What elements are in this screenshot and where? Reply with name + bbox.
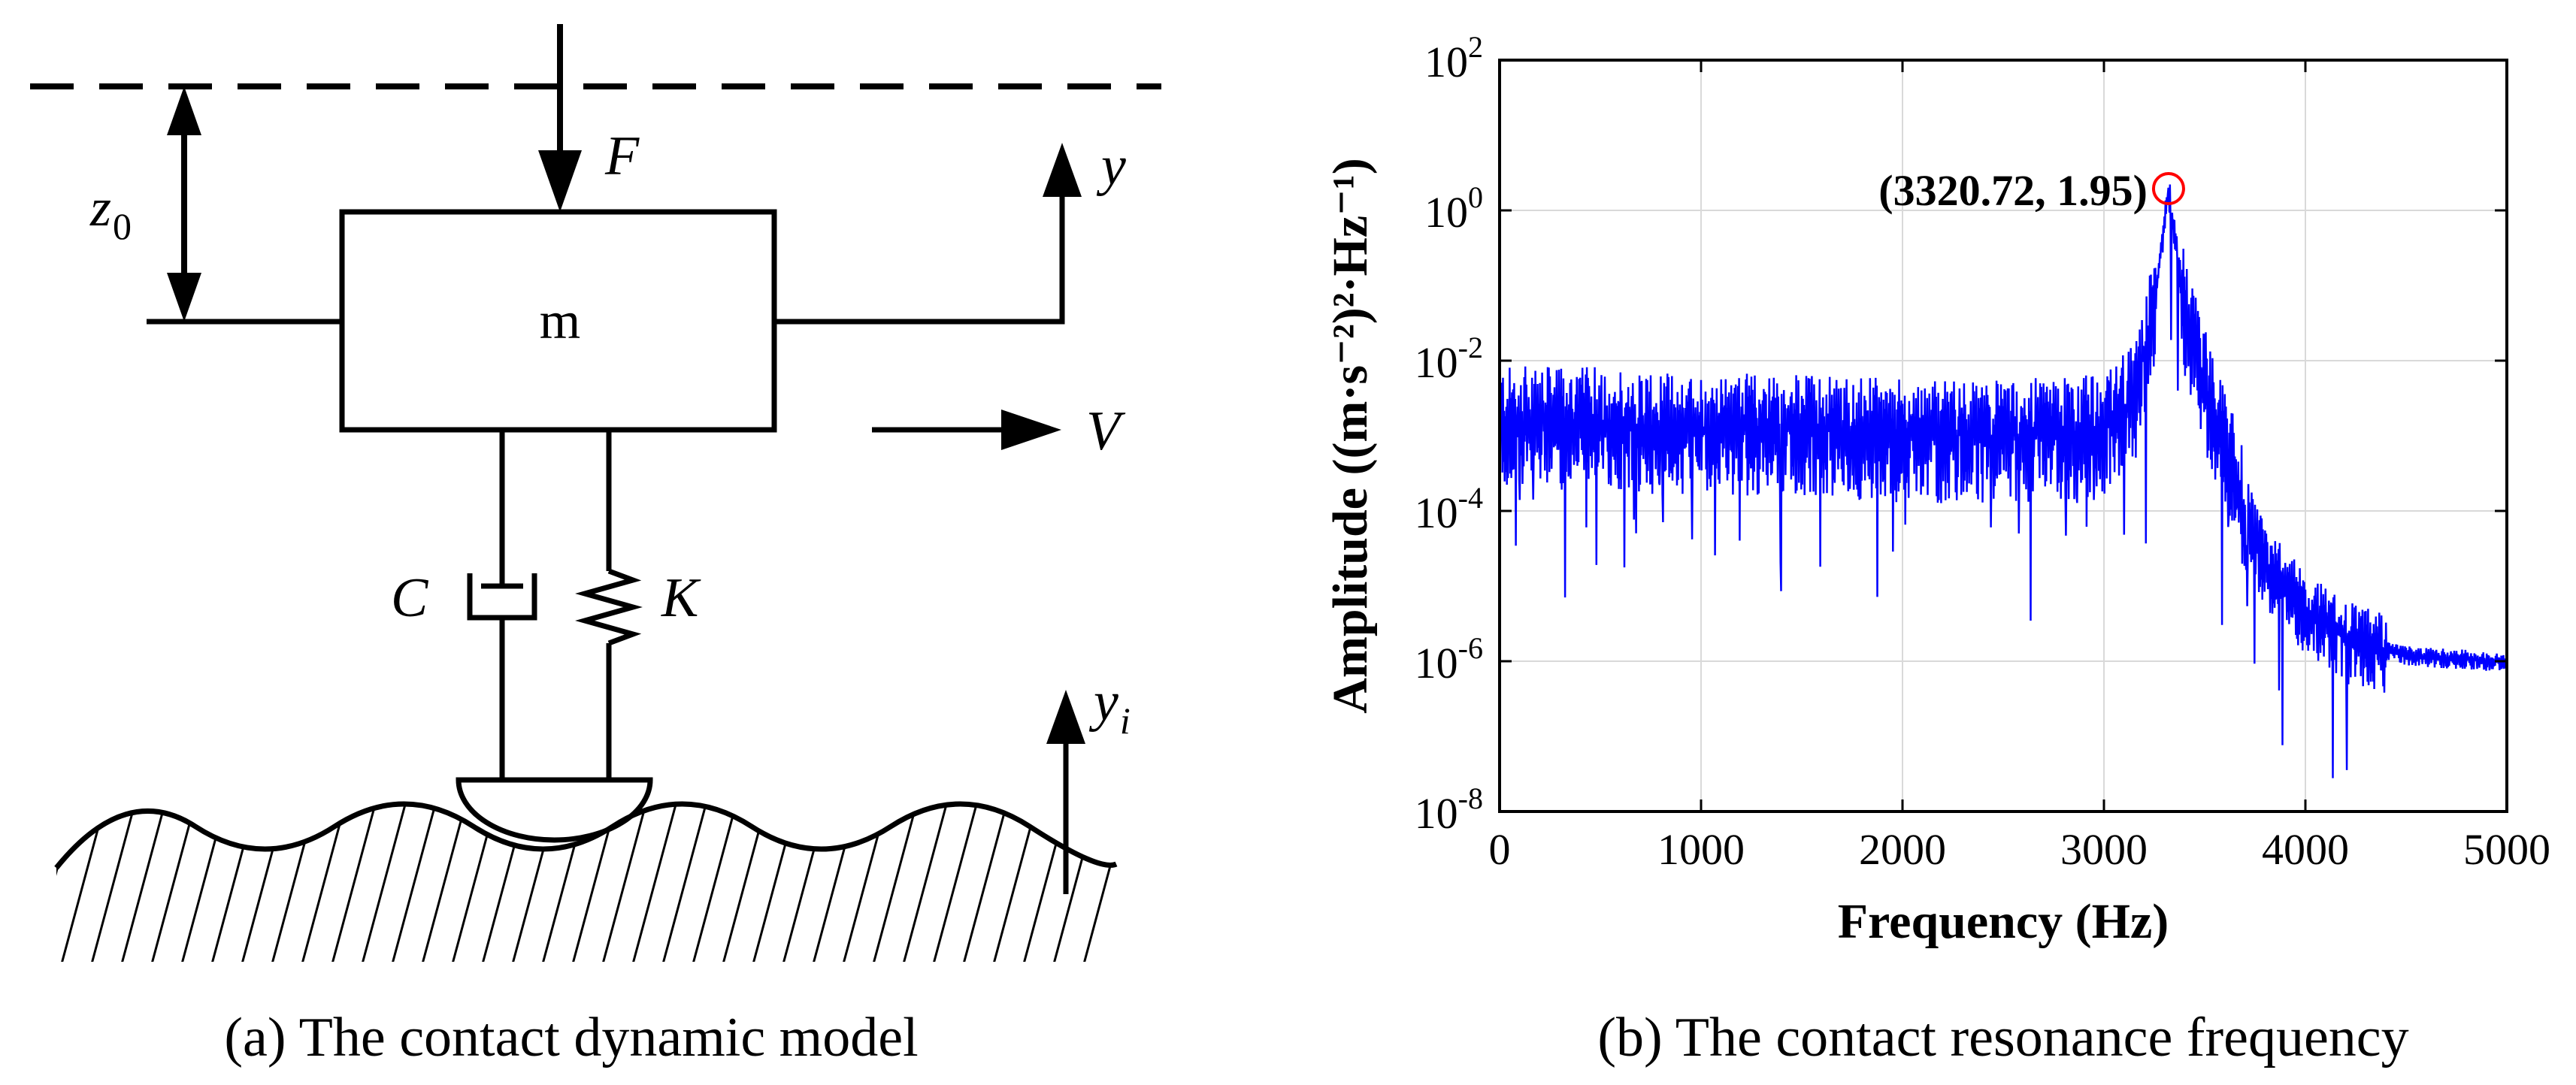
displacement-arrowhead (1043, 143, 1082, 197)
damper-label: C (391, 567, 429, 629)
caption-a: (a) The contact dynamic model (224, 1007, 918, 1068)
displacement-label: y (1096, 135, 1126, 197)
caption-b: (b) The contact resonance frequency (1597, 1007, 2408, 1068)
y-tick-base: 10 (1415, 488, 1458, 537)
y-tick-label: 10-8 (1415, 781, 1483, 838)
y-tick-base: 10 (1415, 639, 1458, 688)
z0-arrowhead-down (167, 273, 201, 322)
plot-frame (1498, 59, 2508, 813)
velocity-label: V (1086, 400, 1126, 462)
contact-dynamic-model (30, 24, 1161, 962)
peak-marker (2151, 171, 2185, 205)
z0-label: z0 (89, 177, 132, 247)
x-tick-label: 0 (1489, 825, 1511, 874)
displacement-line (774, 192, 1065, 325)
y-tick-base: 10 (1415, 338, 1458, 387)
panel-a-labels: m F z0 y V C K yi (a) The contact dynami… (89, 125, 1131, 1068)
x-tick-label: 2000 (1859, 825, 1946, 874)
y-tick-exponent: -2 (1458, 331, 1483, 364)
input-label-base: y (1088, 671, 1118, 733)
x-tick-label: 5000 (2463, 825, 2550, 874)
x-axis-label: Frequency (Hz) (1838, 894, 2169, 949)
wavy-surface (54, 801, 1118, 870)
y-tick-exponent: 2 (1468, 30, 1483, 64)
y-tick-exponent: -4 (1458, 481, 1483, 515)
chart-ticks: 0 1000 2000 3000 4000 500010-810-610-410-2100… (1415, 30, 2550, 874)
y-tick-exponent: -8 (1458, 781, 1483, 815)
chart-series (1498, 184, 2508, 778)
peak-annotation: (3320.72, 1.95) (1878, 166, 2148, 215)
y-axis-label: Amplitude ((m·s⁻²)²·Hz⁻¹) (1323, 158, 1378, 713)
chart-annotation: (3320.72, 1.95) (1878, 166, 2185, 215)
force-label: F (604, 125, 640, 187)
force-arrowhead (538, 150, 582, 212)
y-tick-exponent: 0 (1468, 180, 1483, 214)
x-tick-label: 3000 (2060, 825, 2148, 874)
input-label: yi (1088, 671, 1131, 742)
x-tick-label: 1000 (1657, 825, 1745, 874)
input-arrowhead (1046, 690, 1085, 744)
y-tick-label: 10-2 (1415, 331, 1483, 387)
z0-label-base: z (89, 177, 111, 237)
input-label-sub: i (1120, 700, 1131, 742)
y-tick-base: 10 (1415, 789, 1458, 838)
y-tick-base: 10 (1424, 188, 1468, 237)
y-tick-exponent: -6 (1458, 631, 1483, 665)
y-tick-base: 10 (1424, 38, 1468, 86)
spring-coil (575, 568, 643, 646)
z0-label-sub: 0 (113, 205, 132, 247)
z0-arrowhead-up (167, 86, 201, 135)
resonance-chart: 0 1000 2000 3000 4000 500010-810-610-410-2100… (1323, 30, 2550, 1068)
y-tick-label: 100 (1424, 180, 1483, 237)
y-tick-label: 102 (1424, 30, 1483, 86)
mass-label: m (540, 292, 580, 350)
spring-label: K (661, 567, 701, 629)
y-tick-label: 10-4 (1415, 481, 1483, 537)
x-tick-label: 4000 (2262, 825, 2349, 874)
y-tick-label: 10-6 (1415, 631, 1483, 688)
contact-probe (456, 777, 653, 843)
spectrum-line (1498, 184, 2508, 778)
velocity-arrowhead (1001, 410, 1061, 450)
